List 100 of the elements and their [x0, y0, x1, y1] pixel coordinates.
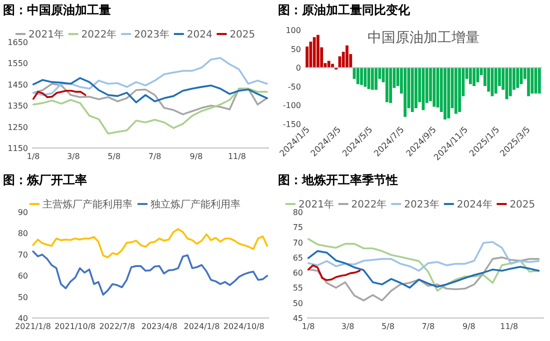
line-series: [32, 228, 268, 258]
y-tick-label: 70: [18, 250, 28, 260]
bar: [414, 68, 418, 108]
chart-title: 图：中国原油加工量: [3, 3, 111, 17]
bar: [468, 68, 472, 84]
y-tick-label: 40: [18, 314, 28, 323]
legend-label: 2024: [186, 30, 212, 40]
y-tick-label: 1250: [8, 122, 28, 132]
x-tick-label: 2024/1/8: [184, 322, 220, 331]
chart-title: 图：炼厂开工率: [3, 173, 87, 187]
bar: [527, 68, 530, 96]
legend-label: 主营炼厂产能利用率: [42, 198, 132, 210]
legend-label: 独立炼厂产能利用率: [150, 198, 240, 210]
line-series: [307, 256, 540, 302]
y-tick-label: 60: [292, 268, 303, 278]
bar: [360, 68, 363, 85]
y-tick-label: 1450: [8, 80, 28, 90]
x-tick-label: 1/8: [302, 322, 315, 331]
x-tick-label: 3/8: [66, 152, 80, 161]
bar: [530, 68, 534, 94]
bar: [447, 68, 450, 118]
bar: [472, 68, 476, 86]
bar: [374, 68, 378, 90]
line-series: [32, 250, 268, 296]
y-tick-label: 90: [18, 208, 28, 217]
bar: [538, 68, 541, 94]
x-tick-label: 5/8: [382, 322, 394, 331]
bar: [454, 68, 458, 114]
bar: [346, 45, 348, 68]
legend-label: 2021年: [298, 198, 334, 210]
bar: [356, 68, 360, 84]
line-series: [307, 264, 361, 282]
y-tick-label: 65: [292, 253, 303, 262]
y-tick-label: -150: [282, 120, 301, 129]
chart-title: 图：原油加工量同比变化: [278, 3, 411, 17]
y-tick-label: -50: [288, 82, 301, 92]
y-tick-label: 80: [292, 208, 303, 217]
legend-label: 2021年: [28, 28, 64, 40]
x-tick-label: 9/8: [462, 322, 476, 331]
x-tick-label: 2024/10/8: [223, 322, 264, 331]
chart-title: 图：地炼开工率季节性: [278, 173, 398, 187]
bar: [327, 60, 330, 68]
bar: [370, 68, 374, 90]
bar: [410, 68, 414, 112]
x-tick-label: 7/8: [148, 152, 162, 161]
line-series: [307, 238, 540, 292]
x-tick-label: 7/8: [422, 322, 435, 331]
x-tick-label: 11/8: [500, 322, 518, 331]
bar: [432, 68, 436, 107]
bar: [316, 34, 320, 68]
y-tick-label: 1350: [8, 102, 28, 111]
line-series: [32, 77, 268, 104]
y-tick-label: 50: [290, 44, 301, 54]
legend-label: 2025: [230, 30, 256, 40]
x-tick-label: 11/8: [228, 152, 246, 161]
legend-label: 2025: [510, 200, 536, 210]
line-series: [32, 57, 268, 96]
y-tick-label: 1650: [8, 38, 28, 47]
legend-label: 2024年: [456, 198, 492, 210]
legend-label: 2022年: [81, 28, 117, 40]
y-tick-label: 80: [18, 229, 28, 238]
line-series: [307, 241, 540, 272]
y-tick-label: 1550: [8, 59, 28, 68]
bar: [487, 68, 490, 92]
x-tick-label: 3/8: [341, 322, 354, 331]
x-tick-label: 2023/4/8: [141, 322, 178, 331]
x-tick-label: 9/8: [190, 152, 203, 161]
bar: [508, 68, 512, 96]
y-tick-label: 55: [292, 284, 303, 293]
y-tick-label: -100: [282, 101, 301, 110]
line-series: [32, 82, 268, 116]
bar: [476, 68, 480, 82]
y-tick-label: 70: [292, 238, 303, 248]
bar: [312, 37, 316, 68]
y-tick-label: 50: [18, 292, 28, 302]
legend-label: 2022年: [351, 198, 387, 210]
bar: [458, 68, 461, 112]
y-tick-label: 0: [296, 64, 301, 73]
bar: [389, 68, 392, 103]
line-series: [32, 88, 268, 134]
line-series: [307, 250, 540, 289]
y-tick-label: 1150: [8, 144, 28, 153]
x-tick-label: 2022/7/8: [99, 322, 136, 331]
y-tick-label: 60: [18, 272, 28, 281]
x-tick-label: 2021/10/8: [54, 322, 96, 331]
bar: [364, 68, 367, 87]
legend-label: 2023年: [404, 198, 440, 210]
y-tick-label: 50: [292, 298, 303, 308]
line-series: [32, 90, 86, 100]
legend-label: 2023年: [134, 28, 170, 40]
bar: [494, 68, 498, 94]
y-tick-label: 100: [286, 26, 301, 35]
bar: [516, 68, 520, 88]
y-tick-label: 45: [292, 314, 303, 323]
chart-subtitle: 中国原油加工增量: [368, 30, 480, 46]
bar: [444, 68, 446, 120]
bar: [385, 68, 388, 102]
x-tick-label: 2021/1/8: [15, 322, 52, 331]
x-tick-label: 5/8: [108, 152, 121, 161]
bar: [404, 68, 407, 117]
